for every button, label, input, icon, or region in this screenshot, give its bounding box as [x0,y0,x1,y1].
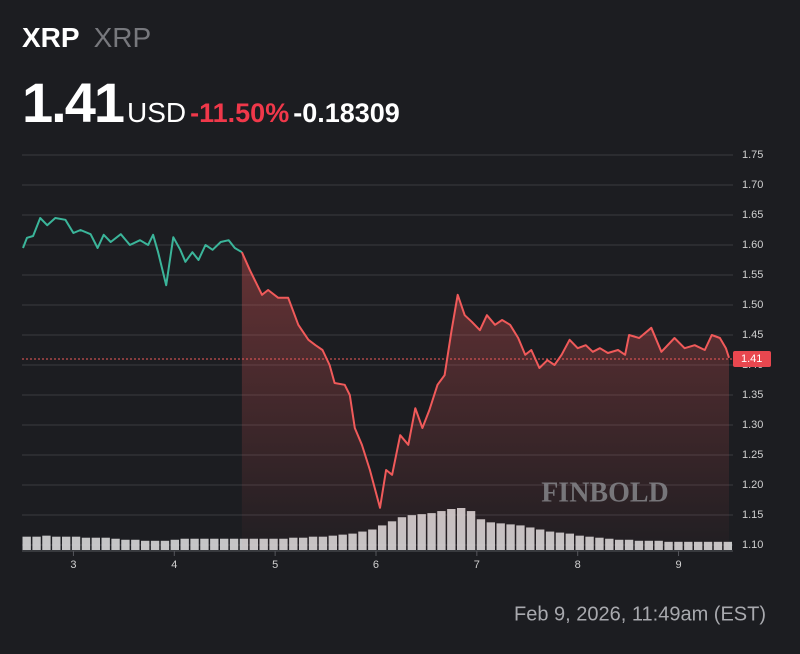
volume-bar [121,539,130,550]
volume-bar [62,536,71,550]
volume-bar [210,538,219,550]
volume-bar [32,536,41,550]
volume-bar [170,539,179,550]
y-tick-label: 1.50 [742,299,763,311]
x-tick-label: 5 [272,559,278,571]
y-tick-label: 1.20 [742,479,763,491]
x-tick-label: 3 [70,559,76,571]
y-tick-label: 1.60 [742,239,763,251]
y-tick-label: 1.35 [742,389,763,401]
x-tick-label: 9 [675,559,681,571]
price-line [240,251,730,509]
title: XRP [22,22,80,53]
watermark: FINBOLD [541,477,669,508]
change-pct: -11.50% [190,98,290,128]
volume-bar [229,538,239,550]
y-tick-label: 1.65 [742,209,763,221]
volume-bar [22,536,31,550]
volume-bar [220,538,229,550]
x-tick-label: 8 [575,559,581,571]
y-tick-label: 1.30 [742,419,763,431]
volume-bar [81,537,91,550]
volume-bar [91,537,100,550]
currency: USD [127,97,187,128]
volume-bar [71,536,81,550]
y-tick-label: 1.75 [742,149,763,161]
volume-bar [131,539,140,550]
volume-bar [101,537,110,550]
x-tick-label: 7 [474,559,480,571]
x-tick-label: 6 [373,559,379,571]
change-abs: -0.18309 [293,98,400,128]
volume-bar [141,540,150,550]
volume-bar [160,540,170,550]
header-title-row: XRP XRP [22,22,151,54]
price: 1.41 [22,71,125,134]
volume-bar [150,540,160,550]
y-tick-label: 1.55 [742,269,763,281]
y-tick-label: 1.70 [742,179,763,191]
y-tick-label: 1.45 [742,329,763,341]
volume-bar [111,538,120,550]
current-price-tag [733,351,771,367]
header-price-row: 1.41 USD -11.50% -0.18309 [22,70,400,135]
volume-bar [180,538,189,550]
y-tick-label: 1.10 [742,539,763,551]
volume-bar [190,538,199,550]
subtitle: XRP [93,22,152,53]
volume-bar [200,538,209,550]
area [241,252,729,550]
volume-bar [52,536,61,550]
x-tick-label: 4 [171,559,177,571]
current-price-label: 1.41 [741,353,762,365]
y-tick-label: 1.15 [742,509,763,521]
y-tick-label: 1.25 [742,449,763,461]
volume-bar [42,535,51,550]
price-line [22,217,243,287]
timestamp: Feb 9, 2026, 11:49am (EST) [514,603,766,625]
